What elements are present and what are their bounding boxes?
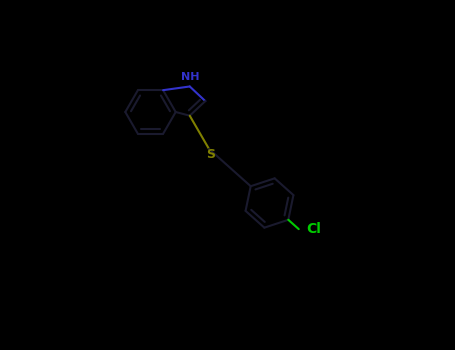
Text: S: S bbox=[206, 148, 215, 161]
Text: Cl: Cl bbox=[306, 222, 321, 236]
Text: NH: NH bbox=[181, 72, 200, 82]
